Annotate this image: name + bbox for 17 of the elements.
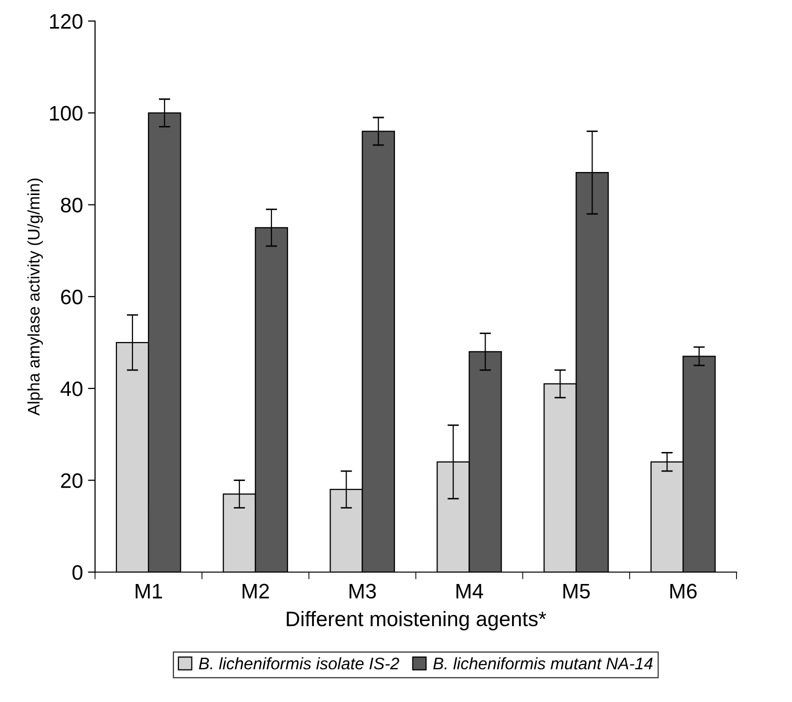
y-tick-label: 100 [50,106,82,121]
y-tick-label: 120 [50,14,82,29]
x-tick-label: M4 [456,584,484,598]
x-axis-title: Different moistening agents* [286,610,546,630]
y-tick-label: 60 [61,290,82,304]
y-tick-label: 80 [60,198,82,213]
y-axis-title: Alpha amylase activity (U/g/min) [27,178,43,416]
y-tick-label: 40 [60,381,82,396]
y-tick-label: 20 [61,473,82,488]
legend-label: B. licheniformis isolate IS-2 [198,657,400,670]
x-tick-label: M2 [242,584,269,598]
x-tick-label: M6 [670,584,697,599]
x-tick-label: M3 [350,584,376,599]
x-tick-label: M5 [563,584,590,599]
x-tick-label: M1 [136,584,162,598]
y-tick-label: 0 [72,565,82,580]
legend-label: B. licheniformis mutant NA-14 [433,657,653,670]
